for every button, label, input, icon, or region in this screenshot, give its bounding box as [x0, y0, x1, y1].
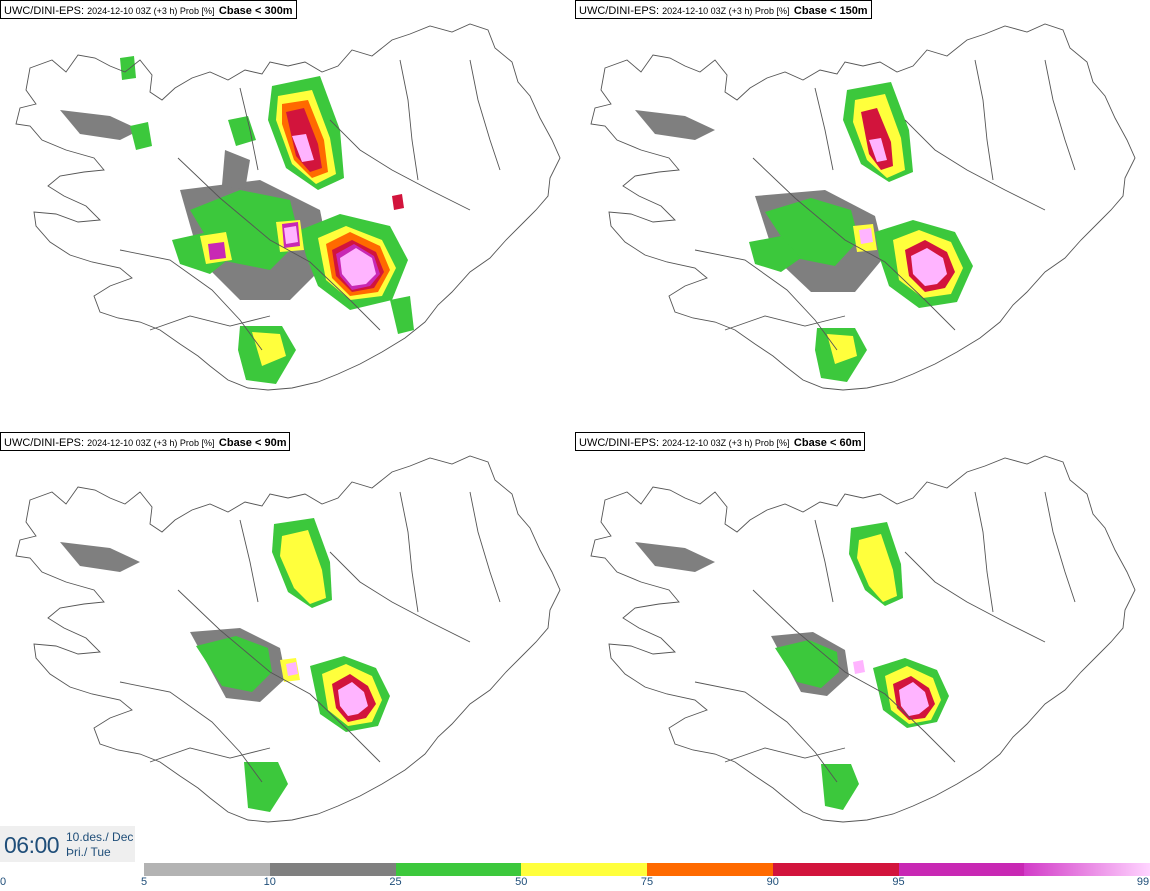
run-info: 2024-12-10 03Z (+3 h) Prob [%]	[87, 6, 215, 16]
colorbar-tick-label: 99	[1136, 876, 1150, 888]
colorbar-tick-label: 0	[0, 876, 7, 888]
panel-title: UWC/DINI-EPS: 2024-12-10 03Z (+3 h) Prob…	[0, 0, 297, 19]
map-panel-cbase-90: UWC/DINI-EPS: 2024-12-10 03Z (+3 h) Prob…	[0, 432, 575, 862]
valid-date-day: 10.des./ Dec	[66, 830, 134, 844]
colorbar-segment	[521, 863, 647, 876]
colorbar-tick-label: 95	[892, 876, 905, 888]
panel-title: UWC/DINI-EPS: 2024-12-10 03Z (+3 h) Prob…	[575, 0, 872, 19]
model-name: UWC/DINI-EPS	[4, 437, 81, 449]
colorbar-tick-label: 90	[766, 876, 779, 888]
threshold-label: Cbase < 60m	[793, 437, 862, 449]
colorbar-segment	[144, 863, 270, 876]
valid-time-box: 06:00 10.des./ Dec Þri./ Tue	[0, 826, 135, 862]
threshold-label: Cbase < 300m	[218, 5, 293, 17]
colorbar-segment	[898, 863, 1025, 876]
model-name: UWC/DINI-EPS	[4, 5, 81, 17]
model-name: UWC/DINI-EPS	[579, 437, 656, 449]
map-panel-cbase-150: UWC/DINI-EPS: 2024-12-10 03Z (+3 h) Prob…	[575, 0, 1150, 430]
valid-date: 10.des./ Dec Þri./ Tue	[66, 830, 133, 860]
valid-date-weekday: Þri./ Tue	[66, 845, 111, 859]
iceland-map	[575, 432, 1150, 862]
colorbar-segment	[1024, 863, 1150, 876]
colorbar-tick-label: 10	[263, 876, 276, 888]
model-name: UWC/DINI-EPS	[579, 5, 656, 17]
colorbar-segment	[647, 863, 773, 876]
map-panel-cbase-300: UWC/DINI-EPS: 2024-12-10 03Z (+3 h) Prob…	[0, 0, 575, 430]
colorbar-tick-label: 75	[640, 876, 654, 888]
panel-title: UWC/DINI-EPS: 2024-12-10 03Z (+3 h) Prob…	[0, 432, 291, 451]
iceland-map	[575, 0, 1150, 430]
run-info: 2024-12-10 03Z (+3 h) Prob [%]	[87, 438, 215, 448]
colorbar-tick-label: 50	[515, 876, 528, 888]
valid-time: 06:00	[4, 832, 60, 858]
map-panel-cbase-60: UWC/DINI-EPS: 2024-12-10 03Z (+3 h) Prob…	[575, 432, 1150, 862]
panel-title: UWC/DINI-EPS: 2024-12-10 03Z (+3 h) Prob…	[575, 432, 866, 451]
iceland-map	[0, 432, 575, 862]
colorbar-segment	[772, 863, 899, 876]
colorbar-tick-label: 5	[140, 876, 148, 888]
threshold-label: Cbase < 150m	[793, 5, 868, 17]
iceland-map	[0, 0, 575, 430]
run-info: 2024-12-10 03Z (+3 h) Prob [%]	[662, 6, 790, 16]
threshold-label: Cbase < 90m	[218, 437, 287, 449]
run-info: 2024-12-10 03Z (+3 h) Prob [%]	[662, 438, 790, 448]
colorbar-segment	[269, 863, 396, 876]
probability-colorbar	[144, 863, 1150, 876]
colorbar-segment	[395, 863, 522, 876]
colorbar-tick-label: 25	[389, 876, 402, 888]
